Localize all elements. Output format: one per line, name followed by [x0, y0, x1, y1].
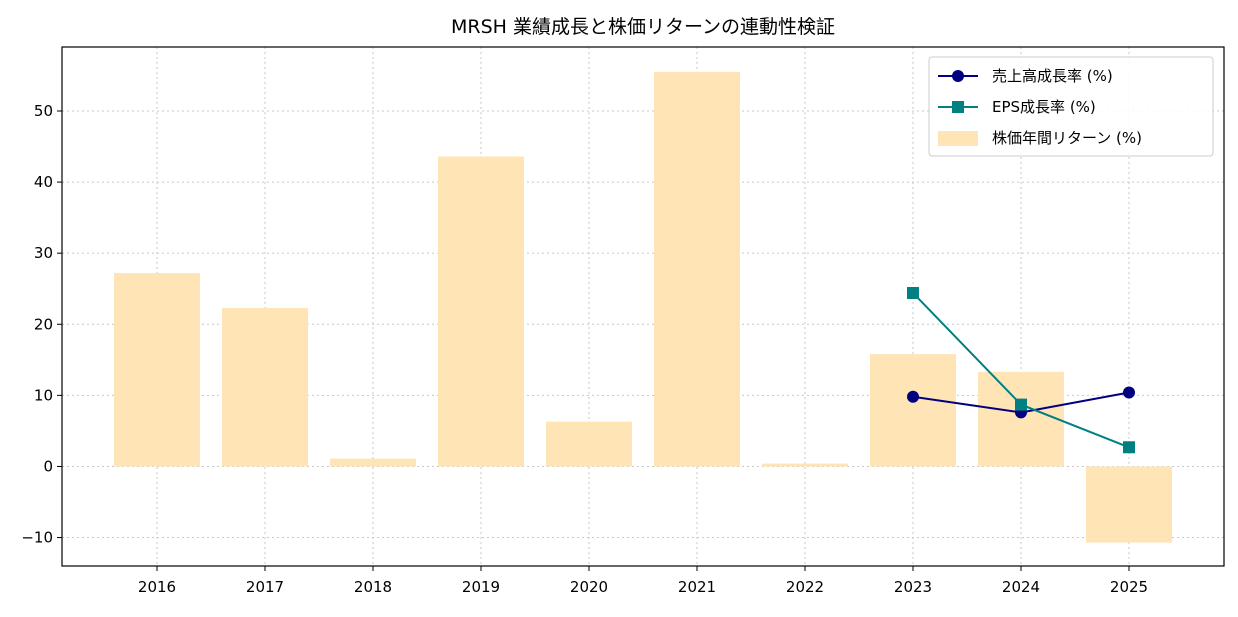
legend-label: 売上高成長率 (%): [992, 67, 1113, 85]
bars-group: [114, 71, 1172, 543]
legend-marker: [952, 101, 964, 113]
x-tick-label: 2019: [462, 578, 500, 596]
y-tick-label: 40: [34, 173, 53, 191]
series-1-point-2024: [1015, 398, 1027, 411]
x-tick-label: 2016: [138, 578, 176, 596]
legend-label: 株価年間リターン (%): [992, 129, 1142, 147]
x-tick-label: 2021: [678, 578, 716, 596]
lines-group: [907, 286, 1135, 454]
chart-title: MRSH 業績成長と株価リターンの連動性検証: [451, 16, 835, 38]
y-axis: −10 0 10 20 30 40 50: [21, 102, 62, 547]
series-0-point-2023: [907, 390, 919, 403]
x-tick-label: 2025: [1110, 578, 1148, 596]
bar-2018: [330, 458, 416, 467]
bar-2023: [870, 354, 956, 467]
x-tick-label: 2017: [246, 578, 284, 596]
series-1-point-2025: [1123, 441, 1135, 454]
y-tick-label: 50: [34, 102, 53, 120]
y-tick-label: −10: [21, 529, 53, 547]
bar-2016: [114, 273, 200, 467]
x-tick-label: 2024: [1002, 578, 1040, 596]
legend-marker: [952, 70, 964, 82]
bar-2020: [546, 421, 632, 467]
legend: 売上高成長率 (%) EPS成長率 (%) 株価年間リターン (%): [928, 56, 1214, 157]
bar-2019: [438, 156, 524, 467]
series-0-point-2025: [1123, 386, 1135, 399]
x-axis: 2016 2017 2018 2019 2020 2021 2022 2023 2024 2025: [138, 566, 1148, 596]
legend-box: [928, 56, 1214, 157]
y-tick-label: 0: [43, 457, 53, 475]
x-tick-label: 2018: [354, 578, 392, 596]
bar-2017: [222, 307, 308, 467]
series-1-point-2023: [907, 286, 919, 299]
bar-2024: [978, 371, 1064, 467]
y-tick-label: 20: [34, 315, 53, 333]
x-tick-label: 2022: [786, 578, 824, 596]
plot-frame: [61, 46, 1225, 567]
legend-patch: [938, 131, 978, 146]
bar-2022: [762, 463, 848, 467]
y-tick-label: 30: [34, 244, 53, 262]
x-tick-label: 2023: [894, 578, 932, 596]
x-tick-label: 2020: [570, 578, 608, 596]
bar-2025: [1086, 466, 1172, 543]
y-tick-label: 10: [34, 386, 53, 404]
bar-2021: [654, 71, 740, 467]
legend-label: EPS成長率 (%): [992, 98, 1096, 116]
